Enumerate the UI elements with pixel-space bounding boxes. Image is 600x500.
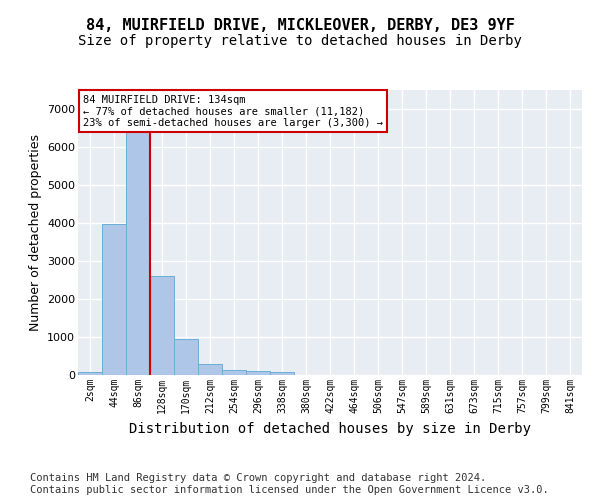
Text: Size of property relative to detached houses in Derby: Size of property relative to detached ho…	[78, 34, 522, 48]
Text: 84 MUIRFIELD DRIVE: 134sqm
← 77% of detached houses are smaller (11,182)
23% of : 84 MUIRFIELD DRIVE: 134sqm ← 77% of deta…	[83, 94, 383, 128]
Bar	[222, 370, 246, 375]
Bar	[150, 276, 174, 375]
Text: Distribution of detached houses by size in Derby: Distribution of detached houses by size …	[129, 422, 531, 436]
Bar	[102, 224, 126, 375]
Text: Contains HM Land Registry data © Crown copyright and database right 2024.
Contai: Contains HM Land Registry data © Crown c…	[30, 474, 549, 495]
Bar	[198, 364, 222, 375]
Bar	[78, 372, 102, 375]
Y-axis label: Number of detached properties: Number of detached properties	[29, 134, 41, 331]
Bar	[270, 372, 294, 375]
Bar	[126, 126, 150, 375]
Bar	[174, 339, 198, 375]
Text: 84, MUIRFIELD DRIVE, MICKLEOVER, DERBY, DE3 9YF: 84, MUIRFIELD DRIVE, MICKLEOVER, DERBY, …	[86, 18, 514, 32]
Bar	[246, 371, 270, 375]
